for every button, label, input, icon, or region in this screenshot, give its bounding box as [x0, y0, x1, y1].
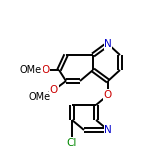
- Text: N: N: [104, 39, 112, 49]
- Text: O: O: [50, 85, 58, 95]
- Text: OMe: OMe: [29, 92, 51, 102]
- Text: OMe: OMe: [20, 65, 42, 75]
- Text: O: O: [41, 65, 49, 75]
- Text: O: O: [104, 90, 112, 100]
- Text: Cl: Cl: [67, 138, 77, 148]
- Text: N: N: [104, 125, 112, 135]
